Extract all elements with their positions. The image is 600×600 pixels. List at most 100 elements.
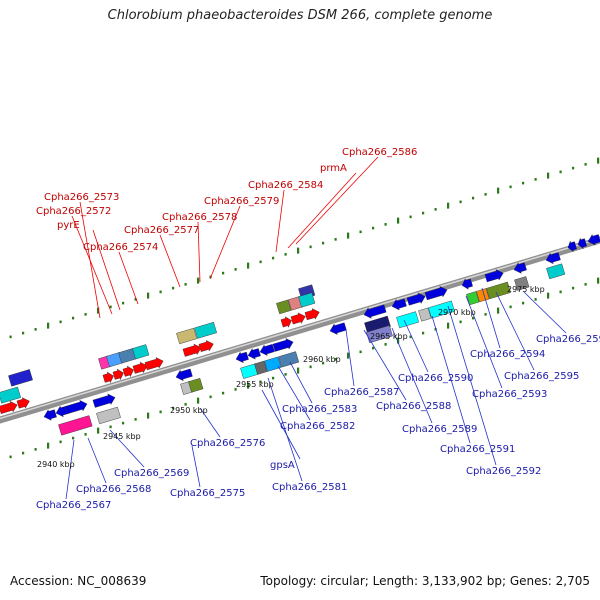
gene-label-upper: Cpha266_2579 <box>204 196 279 207</box>
gene-arrow <box>396 311 419 329</box>
leader-line-lower <box>431 315 471 444</box>
tick-dot <box>272 256 275 260</box>
gene-arrow <box>366 325 393 344</box>
gene-label-lower: Cpha266_2581 <box>272 482 347 493</box>
gene-arrow <box>587 234 600 246</box>
gene-label-lower: Cpha266_2589 <box>402 424 477 435</box>
tick-dot <box>172 406 175 410</box>
gene-arrow <box>484 269 504 283</box>
kbp-label: 2940 kbp <box>37 460 75 469</box>
gene-label-lower: Cpha266_2594 <box>470 349 545 360</box>
gene-label-lower: Cpha266_2588 <box>376 401 451 412</box>
tick-dot <box>47 442 50 449</box>
tick-dot <box>247 382 250 389</box>
tick-dot <box>9 455 12 459</box>
tick-dot <box>484 193 487 196</box>
leader-line-upper <box>118 251 139 305</box>
gene-label-lower: Cpha266_2583 <box>282 404 357 415</box>
tick-dot <box>434 208 437 211</box>
tick-dot <box>372 346 375 350</box>
leader-line-lower <box>191 445 201 488</box>
gene-arrow <box>176 327 198 345</box>
gene-label-lower: Cpha266_2593 <box>472 389 547 400</box>
gene-arrow <box>329 322 347 335</box>
tick-dot <box>122 301 125 305</box>
tick-dot <box>284 373 287 376</box>
gene-arrow <box>298 292 316 308</box>
leader-line-upper <box>159 234 181 288</box>
tick-dot <box>409 335 412 339</box>
tick-dot <box>172 286 175 290</box>
gene-label-lower: Cpha266_2592 <box>466 466 541 477</box>
tick-dot <box>522 301 525 305</box>
kbp-label: 2955 kbp <box>236 380 274 389</box>
gene-arrow <box>259 344 275 356</box>
tick-dot <box>547 172 550 179</box>
gene-label-upper: pyrE <box>57 220 80 231</box>
tick-dot <box>272 376 275 380</box>
tick-dot <box>59 320 62 324</box>
gene-arrow <box>428 300 455 319</box>
leader-line-lower <box>267 377 303 482</box>
tick-dot <box>109 305 112 309</box>
gene-label-upper: Cpha266_2584 <box>248 180 323 191</box>
gene-arrow <box>486 281 511 300</box>
gene-label-upper: Cpha266_2577 <box>124 225 199 236</box>
tick-dot <box>72 316 75 320</box>
gene-arrow <box>264 356 282 372</box>
tick-dot <box>522 181 525 185</box>
tick-dot <box>584 283 587 286</box>
gene-label-lower: Cpha266_2568 <box>76 484 151 495</box>
tick-dot <box>34 448 37 451</box>
leader-line-lower <box>495 291 535 371</box>
tick-dot <box>372 226 375 230</box>
leader-line-upper <box>197 221 201 283</box>
tick-dot <box>459 320 462 324</box>
gene-arrow <box>188 378 204 393</box>
tick-dot <box>447 202 450 209</box>
tick-dot <box>559 290 562 294</box>
kbp-label: 2975 kbp <box>507 285 545 294</box>
tick-dot <box>234 268 237 271</box>
gene-label-upper: Cpha266_2574 <box>83 242 158 253</box>
tick-dot <box>197 397 200 404</box>
tick-dot <box>572 286 575 290</box>
tick-dots <box>9 157 600 459</box>
gene-arrow <box>567 240 578 253</box>
tick-dot <box>322 361 325 365</box>
gene-features <box>0 234 600 436</box>
gene-arrow <box>132 361 148 374</box>
gene-arrow <box>364 315 391 334</box>
tick-dot <box>247 262 250 269</box>
tick-dot <box>297 247 300 254</box>
leader-line-lower <box>465 295 503 389</box>
tick-dot <box>497 187 500 194</box>
tick-dot <box>547 292 550 299</box>
gene-arrow <box>304 308 320 321</box>
tick-dot <box>9 335 12 339</box>
tick-dot <box>384 223 387 226</box>
gene-arrow <box>144 357 164 371</box>
tick-dot <box>422 211 425 215</box>
leader-line-lower <box>345 329 355 387</box>
tick-dot <box>497 307 500 314</box>
tick-dot <box>97 427 100 434</box>
gene-arrow <box>424 285 448 301</box>
gene-label-lower: gpsA <box>270 460 295 471</box>
leader-line-lower <box>523 291 567 334</box>
gene-label-lower: Cpha266_2596 <box>536 334 600 345</box>
leader-line-lower <box>261 389 301 460</box>
tick-dot <box>259 260 262 264</box>
tick-dot <box>159 410 162 414</box>
kbp-label: 2950 kbp <box>170 406 208 415</box>
gene-arrow <box>466 291 480 306</box>
leader-line-upper <box>295 156 379 245</box>
tick-dot <box>22 331 25 335</box>
gene-arrow <box>182 343 202 357</box>
gene-label-lower: Cpha266_2567 <box>36 500 111 511</box>
leader-line-lower <box>447 305 497 466</box>
kbp-label: 2945 kbp <box>103 432 141 441</box>
leader-line-upper <box>275 189 285 253</box>
gene-label-lower: Cpha266_2576 <box>190 438 265 449</box>
gene-arrow <box>545 252 561 265</box>
